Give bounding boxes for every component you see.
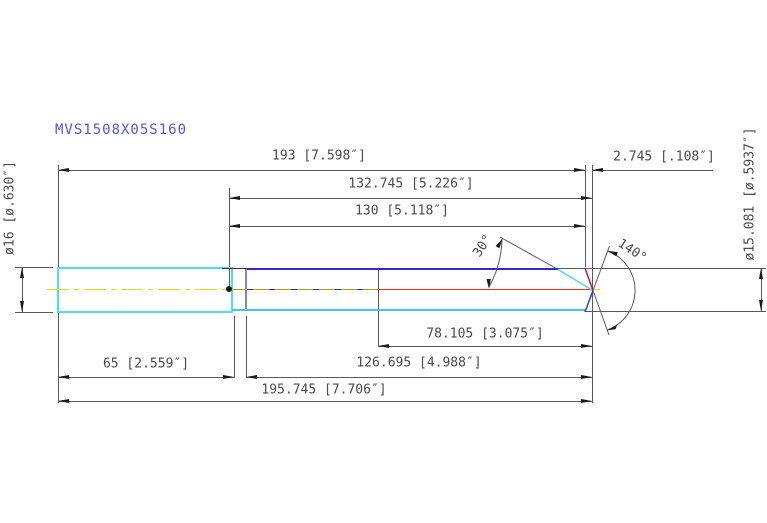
dim-line-193 [58,170,585,171]
point-face-ext-lower [592,290,610,336]
gash-edge-cyan [557,268,594,292]
arrow-140deg-upper [607,250,618,257]
arrow-130-right [574,224,585,228]
dim-line-130 [229,226,585,227]
ext-line-shank-end [234,316,235,378]
arrow-2-745 [592,168,603,172]
ext-line-tip [592,165,593,403]
gash-angle-ext-line [499,236,560,271]
ext-line-shank-top [15,267,53,268]
neck-top-edge [222,268,245,269]
flute-start-edge [245,269,247,311]
dim-text-2-745: 2.745 [.108″] [613,149,715,165]
dim-line-132-745 [229,198,593,199]
arrow-132-745-left [229,196,240,200]
arrow-193-left [58,168,69,172]
flute-top-edge [245,268,558,270]
arrow-30deg-lower [486,278,491,289]
ext-line-cut-dia-bottom [585,311,766,312]
dim-line-65 [58,377,234,378]
dim-text-cutting-diameter: ø15.081 [ø.5937″] [742,127,758,261]
arrow-193-right [574,168,585,172]
dim-text-126-695: 126.695 [4.988″] [356,355,482,371]
junction-point-marker [226,286,232,292]
ext-line-shank-bottom [15,312,53,313]
dim-line-dia16 [22,267,23,312]
ext-line-shoulder [585,165,586,267]
dim-text-130: 130 [5.118″] [355,203,449,219]
centerline-overhang [592,289,600,290]
arrow-78-105-left [378,344,389,348]
cutting-edge-upper [584,267,594,291]
arrow-126-695-left [246,375,257,379]
arrow-78-105-right [581,344,592,348]
arc-140deg [606,250,636,331]
arrow-dia15-bottom [759,300,763,311]
dim-text-65: 65 [2.559″] [102,356,190,372]
cutting-edge-lower [584,290,594,313]
arrow-130-left [229,224,240,228]
point-face-ext-upper [592,245,610,291]
arrow-65-left [58,375,69,379]
arrow-30deg-upper [495,238,503,249]
dim-text-shank-diameter: ø16 [ø.630″] [2,161,18,255]
shank-outline [57,267,233,313]
flute-bottom-edge [232,309,585,311]
arrow-140deg-lower [607,324,618,331]
ext-line-flute-start-bottom [246,316,247,378]
arrow-132-745-right [581,196,592,200]
dim-line-dia15-081 [761,268,762,311]
arrow-195-745-left [58,399,69,403]
dim-line-2-745 [593,170,713,171]
arrow-dia16-top [20,267,24,278]
dim-line-126-695 [246,377,593,378]
centerline-coolant-red [378,289,593,290]
dim-line-195-745 [58,401,593,402]
ext-line-margin [378,270,379,347]
dim-text-132-745: 132.745 [5.226″] [348,176,474,192]
dim-line-78-105 [378,346,593,347]
arrow-126-695-right [581,375,592,379]
arrow-dia15-top [759,268,763,279]
arrow-65-right [223,375,234,379]
centerline-shank [47,289,231,290]
dim-text-193: 193 [7.598″] [272,148,366,164]
arc-30deg [488,238,503,288]
drawing-title: MVS1508X05S160 [55,122,188,138]
dim-text-195-745: 195.745 [7.706″] [261,382,387,398]
arrow-dia16-bottom [20,301,24,312]
ext-line-flute-start-top [229,188,230,287]
ext-line-cut-dia-top [558,268,766,269]
dim-text-78-105: 78.105 [3.075″] [426,326,544,342]
arrow-195-745-right [581,399,592,403]
centerline-body [231,289,378,290]
